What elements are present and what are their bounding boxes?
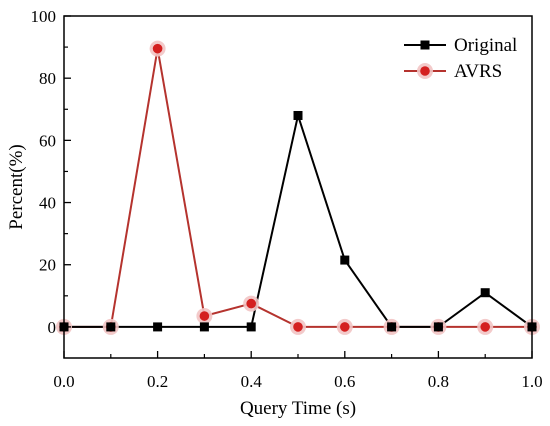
legend-marker-original — [420, 40, 430, 50]
x-tick-label: 0.0 — [53, 372, 74, 391]
x-tick-label: 0.4 — [241, 372, 263, 391]
legend-label-avrs: AVRS — [454, 61, 502, 82]
y-tick-label: 20 — [39, 256, 56, 275]
data-point-avrs — [293, 322, 303, 332]
legend: Original AVRS — [404, 35, 517, 82]
data-point-original — [433, 322, 443, 332]
axes: 0.0 0.2 0.4 0.6 0.8 1.0 0 20 40 60 80 100 — [31, 7, 543, 391]
y-tick-label: 40 — [39, 194, 56, 213]
data-point-original — [153, 322, 163, 332]
x-tick-label: 1.0 — [521, 372, 542, 391]
x-tick-label: 0.8 — [428, 372, 449, 391]
data-point-original — [387, 322, 397, 332]
y-tick-label: 100 — [31, 7, 57, 26]
data-point-avrs — [480, 322, 491, 332]
data-point-avrs — [199, 311, 210, 321]
x-tick-label: 0.2 — [147, 372, 168, 391]
x-tick-label: 0.6 — [334, 372, 355, 391]
y-tick-label: 60 — [39, 131, 56, 150]
legend-marker-avrs — [420, 66, 430, 76]
data-point-avrs — [246, 298, 256, 309]
plot-area — [56, 40, 540, 335]
data-point-original — [199, 322, 209, 332]
data-point-original — [106, 322, 116, 332]
series-line-avrs — [64, 48, 532, 328]
x-axis-label: Query Time (s) — [240, 398, 356, 419]
data-point-original — [480, 288, 490, 298]
y-tick-label: 0 — [48, 318, 57, 337]
series-line-original — [64, 111, 533, 328]
data-point-avrs — [340, 322, 350, 332]
data-point-original — [293, 110, 303, 120]
y-axis-label: Percent(%) — [6, 144, 27, 229]
data-point-original — [246, 322, 256, 332]
data-point-original — [340, 255, 350, 265]
legend-label-original: Original — [454, 35, 517, 56]
y-tick-label: 80 — [39, 69, 56, 88]
data-point-avrs — [152, 43, 163, 54]
